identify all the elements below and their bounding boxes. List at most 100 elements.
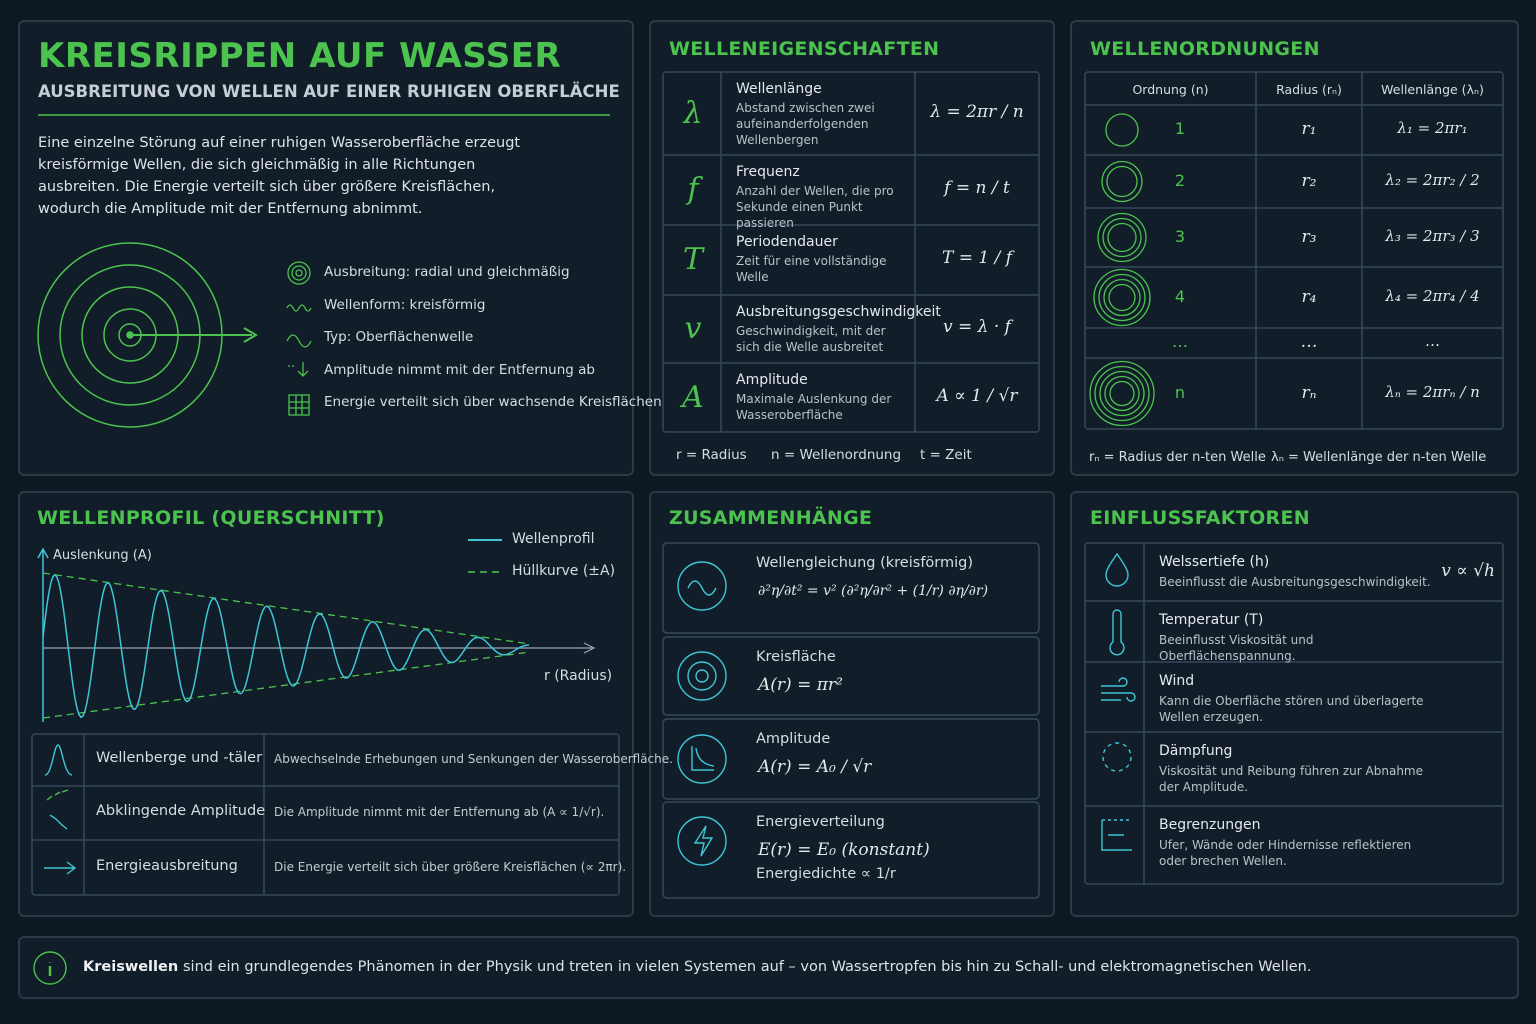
row-description: Die Amplitude nimmt mit der Entfernung a… xyxy=(274,805,605,819)
feature: Typ: Oberflächenwelle xyxy=(324,329,474,345)
row-description: Abwechselnde Erhebungen und Senkungen de… xyxy=(274,752,673,766)
formula: f = n / t xyxy=(944,178,1010,198)
property-name: Amplitude xyxy=(736,372,808,388)
footer-panel xyxy=(18,936,1519,999)
relation-name: Wellengleichung (kreisförmig) xyxy=(756,555,974,571)
order-cell: λ₁ = 2πr₁ xyxy=(1397,119,1468,137)
order-cell: 3 xyxy=(1174,226,1186,246)
properties-panel xyxy=(649,20,1055,476)
order-ring xyxy=(1101,160,1143,203)
order-cell: λ₂ = 2πr₂ / 2 xyxy=(1385,170,1480,189)
symbol: T xyxy=(682,242,703,277)
main-title: KREISRIPPEN AUF WASSER xyxy=(38,36,562,76)
order-ring xyxy=(1103,278,1141,317)
description: Eine einzelne Störung auf einer ruhigen … xyxy=(38,135,521,217)
order-ring xyxy=(1102,217,1142,258)
order-cell: r₃ xyxy=(1301,226,1317,247)
factors-panel xyxy=(1070,491,1519,917)
order-ring xyxy=(1097,212,1147,263)
order-cell: λₙ = 2πrₙ / n xyxy=(1385,382,1480,401)
property-description: Maximale Auslenkung der Wasseroberfläche xyxy=(736,392,892,422)
symbol: λ xyxy=(683,95,703,131)
order-ring xyxy=(1094,365,1150,422)
formula: λ = 2πr / n xyxy=(930,101,1024,122)
symbol: v xyxy=(684,311,702,346)
factor-name: Welssertiefe (h) xyxy=(1159,554,1270,570)
row-name: Abklingende Amplitude xyxy=(96,803,266,819)
order-ring xyxy=(1105,113,1139,147)
factor-description: Beeinflusst die Ausbreitungsgeschwindigk… xyxy=(1159,575,1431,589)
formula: v = λ · f xyxy=(943,317,1011,337)
legend-item: Wellenprofil xyxy=(512,531,595,547)
row-icons xyxy=(33,552,1136,985)
order-ring xyxy=(1107,222,1137,253)
factor-description: Ufer, Wände oder Hindernisse reflektiere… xyxy=(1159,838,1412,868)
formula: T = 1 / f xyxy=(941,248,1013,268)
relation-formula: E(r) = E₀ (konstant) xyxy=(758,840,930,860)
legend-item: t = Zeit xyxy=(920,447,972,463)
panel-title: WELLENPROFIL (QUERSCHNITT) xyxy=(37,507,385,529)
factor-description: Beeinflusst Viskosität und Oberflächensp… xyxy=(1159,633,1314,663)
order-cell: r₁ xyxy=(1301,119,1317,139)
order-cell: n xyxy=(1174,382,1186,402)
order-cell: r₄ xyxy=(1301,286,1317,307)
order-cell: rₙ xyxy=(1301,382,1317,403)
intro-panel xyxy=(18,20,634,476)
property-name: Frequenz xyxy=(736,164,800,180)
axis-label: r (Radius) xyxy=(544,668,613,684)
factor-name: Temperatur (T) xyxy=(1159,612,1264,628)
relation-note: Energiedichte ∝ 1/r xyxy=(756,866,896,882)
feature: Amplitude nimmt mit der Entfernung ab xyxy=(324,361,595,378)
ripple-illustration xyxy=(37,242,258,428)
legend-item: n = Wellenordnung xyxy=(771,447,902,463)
order-ring xyxy=(1093,268,1151,327)
subtitle: AUSBREITUNG VON WELLEN AUF EINER RUHIGEN… xyxy=(38,82,620,101)
relation-name: Kreisfläche xyxy=(756,649,836,665)
legend-item: rₙ = Radius der n-ten Welle xyxy=(1089,450,1266,465)
row-name: Energieausbreitung xyxy=(96,857,238,874)
order-cell: … xyxy=(1300,332,1318,352)
feature: Wellenform: kreisförmig xyxy=(324,296,486,313)
feature-icons xyxy=(286,261,312,416)
order-cell: … xyxy=(1172,332,1188,351)
panel-title: WELLENORDNUNGEN xyxy=(1090,38,1320,60)
column-header: Radius (rₙ) xyxy=(1276,82,1342,97)
footer-text: sind ein grundlegendes Phänomen in der P… xyxy=(183,959,1312,975)
relations-panel xyxy=(649,491,1055,917)
factor-description: Kann die Oberfläche stören und überlager… xyxy=(1159,694,1424,724)
relation-name: Energieverteilung xyxy=(756,814,885,830)
panel-title: WELLENEIGENSCHAFTEN xyxy=(669,38,940,60)
factor-name: Begrenzungen xyxy=(1159,817,1261,833)
feature: Energie verteilt sich über wachsende Kre… xyxy=(324,394,662,410)
legend-item: λₙ = Wellenlänge der n-ten Welle xyxy=(1271,450,1487,465)
order-ring xyxy=(1098,273,1146,322)
order-ring xyxy=(1089,360,1155,427)
profile-chart xyxy=(37,539,596,722)
symbol: A xyxy=(682,379,704,415)
row-name: Wellenberge und -täler xyxy=(96,750,263,766)
property-description: Geschwindigkeit, mit der sich die Welle … xyxy=(736,324,886,354)
order-cell: r₂ xyxy=(1301,170,1317,191)
order-ring xyxy=(1108,283,1136,312)
axis-label: Auslenkung (A) xyxy=(53,548,152,563)
order-cell: 1 xyxy=(1174,119,1186,138)
feature: Ausbreitung: radial und gleichmäßig xyxy=(324,264,570,280)
relation-formula: A(r) = A₀ / √r xyxy=(758,757,872,777)
factor-description: Viskosität und Reibung führen zur Abnahm… xyxy=(1159,764,1423,794)
factor-name: Dämpfung xyxy=(1159,743,1233,759)
legend-item: r = Radius xyxy=(676,447,747,463)
order-ring xyxy=(1104,375,1140,412)
property-name: Wellenlänge xyxy=(736,81,822,97)
formula: A ∝ 1 / √r xyxy=(936,385,1018,406)
symbol: f xyxy=(687,172,699,207)
property-name: Periodendauer xyxy=(736,234,838,250)
factor-name: Wind xyxy=(1159,673,1195,689)
table-lines xyxy=(31,71,1504,899)
order-ring xyxy=(1106,165,1138,198)
footer-emphasis: Kreiswellen xyxy=(83,959,179,975)
order-cell: λ₄ = 2πr₄ / 4 xyxy=(1385,286,1480,305)
profile-panel xyxy=(18,491,634,917)
relation-formula: ∂²η/∂t² = v² (∂²η/∂r² + (1/r) ∂η/∂r) xyxy=(758,583,989,599)
